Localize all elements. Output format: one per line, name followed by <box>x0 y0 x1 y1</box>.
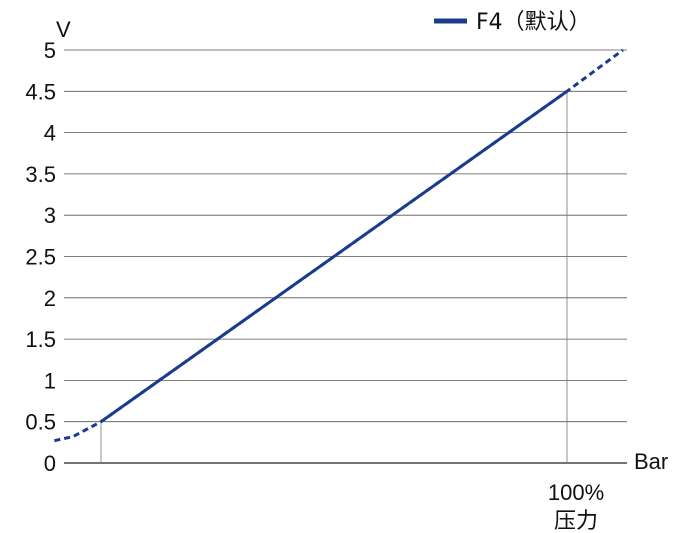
y-tick-labels: 0 0.5 1 1.5 2 2.5 3 3.5 4 4.5 5 <box>25 38 56 476</box>
y-tick-label: 0 <box>44 451 56 476</box>
x-marker-label-pressure: 压力 <box>554 509 598 533</box>
series-dashed-extension <box>54 48 624 443</box>
grid-lines <box>64 49 627 464</box>
legend: F4（默认） <box>434 10 591 35</box>
x-axis-label: Bar <box>634 449 668 474</box>
reference-lines <box>100 91 568 463</box>
y-axis-label: V <box>56 17 71 42</box>
x-marker-label-100: 100% <box>548 480 604 505</box>
y-tick-label: 0.5 <box>25 410 56 435</box>
y-tick-label: 1 <box>44 368 56 393</box>
series-line <box>100 90 568 423</box>
y-tick-label: 2.5 <box>25 245 56 270</box>
y-tick-label: 4 <box>44 121 56 146</box>
y-tick-label: 5 <box>44 38 56 63</box>
legend-label: F4（默认） <box>476 10 591 35</box>
y-tick-label: 4.5 <box>25 79 56 104</box>
y-tick-label: 2 <box>44 286 56 311</box>
series-group <box>54 48 624 443</box>
y-tick-label: 1.5 <box>25 327 56 352</box>
y-tick-label: 3.5 <box>25 162 56 187</box>
y-tick-label: 3 <box>44 203 56 228</box>
